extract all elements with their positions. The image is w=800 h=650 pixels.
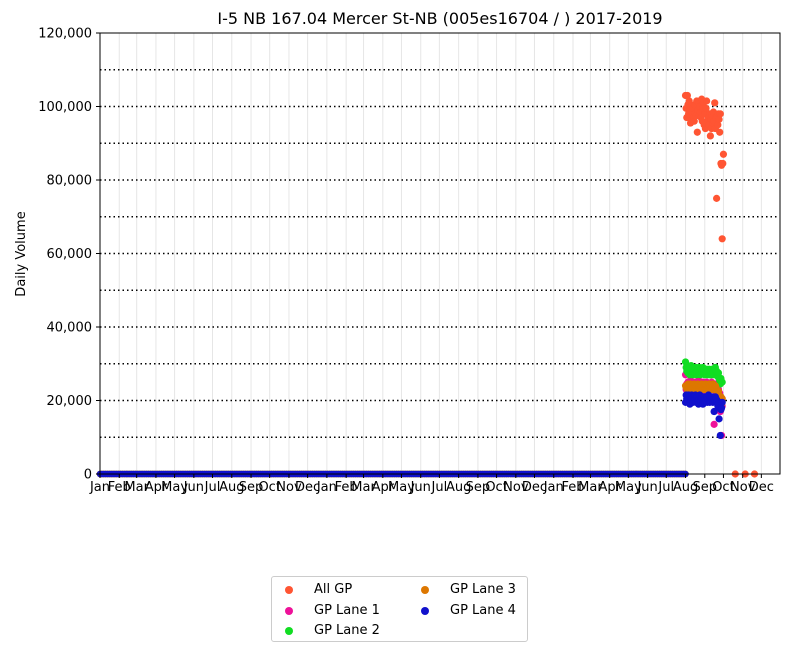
point-gp-lane-4 (717, 404, 726, 412)
y-axis-label: Daily Volume (14, 211, 29, 296)
chart-title: I-5 NB 167.04 Mercer St-NB (005es16704 /… (217, 9, 662, 28)
point-gp-lane-4 (716, 431, 724, 440)
x-tick-label: Jun (636, 480, 657, 495)
x-tick-label: Mar (351, 480, 376, 495)
x-tick-label: Jul (431, 480, 448, 495)
x-tick-label: Oct (258, 480, 280, 495)
x-tick-label: Jul (657, 480, 674, 495)
point-all-gp (716, 128, 724, 136)
legend-label: GP Lane 1 (314, 603, 380, 618)
x-tick-label: Jan (89, 480, 110, 495)
x-tick-label: Sep (693, 480, 718, 495)
legend-item-gp-lane-1: GP Lane 1 (272, 603, 380, 618)
x-tick-label: Aug (673, 480, 698, 495)
point-gp-lane-2 (714, 369, 723, 377)
x-tick-label: Oct (485, 480, 507, 495)
point-gp-lane-1 (710, 420, 718, 428)
x-tick-label: Apr (145, 480, 168, 495)
point-all-gp (690, 117, 698, 125)
plot-frame (99, 32, 781, 475)
point-all-gp (719, 159, 727, 168)
x-tick-label: Nov (276, 480, 302, 495)
x-tick-label: Jan (543, 480, 564, 495)
legend-label: All GP (314, 582, 353, 597)
y-tick-label: 20,000 (47, 394, 93, 409)
x-tick-label: Nov (730, 480, 756, 495)
x-tick-label: Aug (219, 480, 244, 495)
legend-item-gp-lane-4: GP Lane 4 (408, 603, 516, 618)
data-points (96, 91, 759, 478)
x-tick-label: Jul (204, 480, 221, 495)
y-tick-label: 0 (84, 468, 92, 483)
y-axis-ticks: 0 20,000 40,000 60,000 80,000 100,000 120,000 (38, 27, 100, 483)
x-tick-label: Feb (108, 480, 131, 495)
y-tick-label: 40,000 (47, 321, 93, 336)
y-tick-label: 120,000 (38, 27, 92, 42)
x-tick-label: Mar (578, 480, 603, 495)
point-all-gp (715, 115, 723, 123)
point-gp-lane-4 (715, 415, 723, 423)
x-tick-label: May (388, 480, 415, 495)
legend-marker (421, 585, 429, 594)
x-tick-label: Sep (239, 480, 264, 495)
x-tick-label: May (161, 480, 188, 495)
point-all-gp (685, 97, 693, 105)
x-tick-label: Aug (446, 480, 471, 495)
point-all-gp (711, 99, 719, 107)
point-all-gp (719, 150, 728, 158)
x-tick-label: Feb (335, 480, 358, 495)
x-tick-label: Mar (124, 480, 149, 495)
legend-item-all-gp: All GP (272, 582, 352, 597)
point-gp-lane-4 (718, 398, 726, 406)
x-tick-label: Dec (749, 480, 774, 495)
legend-item-gp-lane-3: GP Lane 3 (408, 582, 516, 597)
x-tick-label: Apr (598, 480, 621, 495)
legend-item-gp-lane-2: GP Lane 2 (272, 623, 380, 638)
point-all-gp (706, 132, 714, 140)
legend-label: GP Lane 2 (314, 623, 380, 638)
y-tick-label: 60,000 (47, 247, 93, 262)
x-tick-label: Jun (410, 480, 431, 495)
x-tick-label: May (615, 480, 642, 495)
point-all-gp (712, 194, 721, 202)
point-all-gp (702, 104, 710, 112)
point-gp-lane-4 (710, 407, 718, 416)
horizontal-grid (100, 68, 780, 439)
y-tick-label: 80,000 (47, 174, 93, 189)
point-all-gp (693, 128, 701, 136)
x-tick-label: Oct (712, 480, 734, 495)
legend-marker (285, 626, 293, 635)
y-tick-label: 100,000 (38, 100, 92, 115)
legend-label: GP Lane 4 (450, 603, 516, 618)
point-all-gp (718, 235, 726, 243)
scatter-chart: I-5 NB 167.04 Mercer St-NB (005es16704 /… (14, 9, 781, 495)
point-all-gp (716, 110, 724, 118)
x-tick-label: Sep (466, 480, 491, 495)
legend-label: GP Lane 3 (450, 582, 516, 597)
x-tick-label: Nov (503, 480, 529, 495)
x-tick-label: Apr (372, 480, 395, 495)
legend-marker (285, 585, 293, 594)
legend-marker (421, 606, 429, 615)
point-gp-lane-2 (718, 378, 726, 386)
x-tick-label: Dec (522, 480, 547, 495)
point-all-gp (683, 91, 691, 100)
point-all-gp (703, 97, 711, 105)
x-tick-label: Feb (562, 480, 585, 495)
legend: All GP GP Lane 1 GP Lane 2 GP Lane 3 GP … (271, 576, 528, 642)
x-tick-label: Dec (295, 480, 320, 495)
point-all-gp (714, 121, 722, 129)
x-tick-label: Jan (316, 480, 337, 495)
legend-marker (285, 606, 293, 615)
x-tick-label: Jun (183, 480, 204, 495)
